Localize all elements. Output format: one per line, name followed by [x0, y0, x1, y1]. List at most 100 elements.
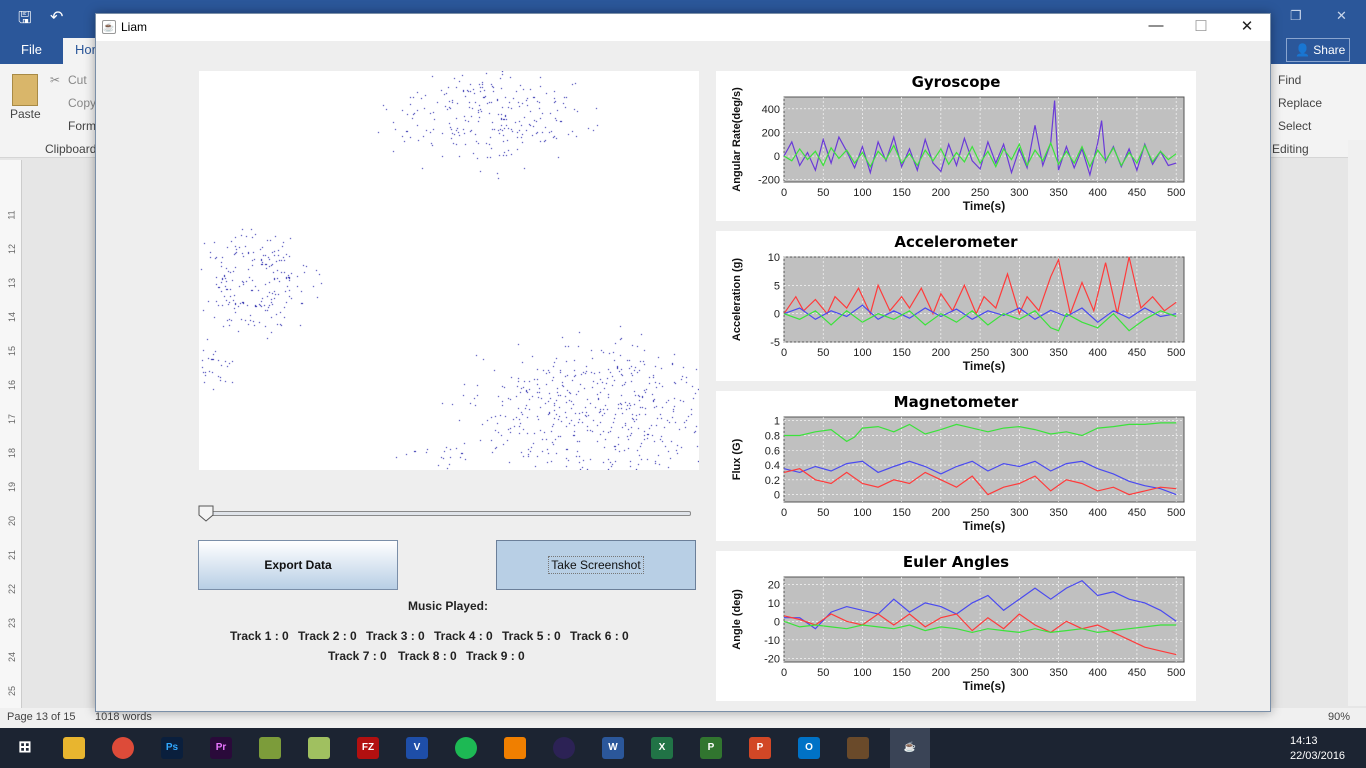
maximize-button[interactable]: ☐ [1194, 18, 1208, 35]
game-icon[interactable] [847, 737, 869, 759]
x-tick-label: 250 [971, 347, 989, 359]
ruler-number: 13 [7, 277, 18, 289]
track-label: Track 1 : 0 [230, 629, 289, 643]
cut-icon[interactable]: ✂ [50, 73, 61, 87]
ruler-number: 18 [7, 447, 18, 459]
slider-thumb[interactable] [198, 505, 214, 522]
x-tick-label: 0 [781, 187, 787, 199]
taskbar: ⊞ Ps Pr FZ V W X P P O ☕ 14:13 22/03/201… [0, 728, 1366, 768]
track-label: Track 6 : 0 [570, 629, 629, 643]
x-tick-label: 300 [1010, 347, 1028, 359]
zoom-level[interactable]: 90% [1328, 711, 1351, 723]
x-tick-label: 500 [1167, 507, 1185, 519]
format-painter-button[interactable]: Form [68, 119, 96, 133]
plot-area [783, 256, 1185, 343]
minimize-button[interactable]: — [1148, 17, 1164, 34]
eclipse-icon[interactable] [553, 737, 575, 759]
y-tick-label: 200 [762, 127, 780, 139]
x-tick-label: 200 [932, 347, 950, 359]
x-tick-label: 400 [1089, 507, 1107, 519]
series-line [784, 579, 1177, 630]
save-icon[interactable]: 🖫 [18, 10, 32, 27]
windows-start-icon[interactable]: ⊞ [18, 739, 32, 756]
paste-icon[interactable] [12, 74, 38, 106]
undo-icon[interactable]: ↶ [50, 9, 64, 26]
premiere-icon[interactable]: Pr [210, 737, 232, 759]
track-label: Track 4 : 0 [434, 629, 493, 643]
java-app-icon[interactable]: ☕ [890, 728, 930, 768]
ruler-number: 15 [7, 345, 18, 357]
find-button[interactable]: Find [1278, 73, 1302, 87]
notepad-icon[interactable] [259, 737, 281, 759]
clipboard-group-label: Clipboard [45, 142, 97, 156]
x-tick-label: 300 [1010, 187, 1028, 199]
vlc-icon[interactable] [504, 737, 526, 759]
select-button[interactable]: Select [1278, 119, 1312, 133]
x-axis-label: Time(s) [963, 519, 1005, 533]
visual-studio-icon[interactable]: V [406, 737, 428, 759]
y-tick-label: 0.4 [765, 460, 780, 472]
y-tick-label: 10 [768, 598, 780, 610]
ruler-number: 25 [7, 685, 18, 697]
clock-date[interactable]: 22/03/2016 [1290, 750, 1346, 762]
y-tick-label: 20 [768, 579, 780, 591]
y-tick-label: 10 [768, 252, 780, 264]
word-status-bar: Page 13 of 15 1018 words 90% [0, 708, 1366, 728]
share-button[interactable]: 👤 Share [1286, 38, 1350, 62]
close-button[interactable]: ✕ [1240, 18, 1254, 35]
word-restore-icon[interactable]: ❐ [1290, 8, 1302, 23]
timeline-slider[interactable] [199, 511, 691, 516]
y-tick-label: 0.6 [765, 445, 780, 457]
ruler-number: 24 [7, 651, 18, 663]
visualization-canvas [199, 71, 699, 470]
x-tick-label: 450 [1128, 507, 1146, 519]
spotify-icon[interactable] [455, 737, 477, 759]
x-tick-label: 500 [1167, 187, 1185, 199]
x-tick-label: 250 [971, 507, 989, 519]
excel-icon[interactable]: X [651, 737, 673, 759]
music-played-label: Music Played: [407, 599, 489, 613]
x-tick-label: 500 [1167, 667, 1185, 679]
replace-button[interactable]: Replace [1278, 96, 1323, 110]
powerpoint-icon[interactable]: P [749, 737, 771, 759]
file-explorer-icon[interactable] [63, 737, 85, 759]
track-label: Track 2 : 0 [298, 629, 357, 643]
x-tick-label: 400 [1089, 347, 1107, 359]
x-tick-label: 450 [1128, 347, 1146, 359]
ruler-number: 21 [7, 549, 18, 561]
chart-title: Magnetometer [894, 393, 1019, 411]
cut-button[interactable]: Cut [68, 73, 87, 87]
x-tick-label: 400 [1089, 667, 1107, 679]
page-count[interactable]: Page 13 of 15 [7, 711, 76, 723]
copy-button[interactable]: Copy [68, 96, 97, 110]
vertical-ruler: 11 12 13 14 15 16 17 18 19 20 21 22 23 24 25 [0, 160, 22, 708]
photoshop-icon[interactable]: Ps [161, 737, 183, 759]
x-tick-label: 0 [781, 667, 787, 679]
chrome-icon[interactable] [112, 737, 134, 759]
export-data-button[interactable]: Export Data [198, 540, 398, 590]
word-vertical-scrollbar[interactable] [1348, 140, 1366, 706]
word-close-icon[interactable]: ✕ [1336, 8, 1347, 23]
magnetometer-chart: Magnetometer 0 50 100 150 200 250 300 350 400 450 5… [716, 391, 1196, 541]
y-tick-label: 1 [774, 416, 780, 428]
project-icon[interactable]: P [700, 737, 722, 759]
paste-button[interactable]: Paste [10, 107, 41, 121]
plot-area [783, 96, 1185, 183]
y-tick-label: 0 [774, 151, 780, 163]
clock-time[interactable]: 14:13 [1290, 735, 1318, 747]
outlook-icon[interactable]: O [798, 737, 820, 759]
java-icon: ☕ [102, 20, 116, 34]
gyroscope-chart: Gyroscope 0 50 100 150 200 250 300 350 400 450 500 -… [716, 71, 1196, 221]
y-tick-label: 0.2 [765, 475, 780, 487]
x-tick-label: 50 [817, 667, 829, 679]
word-count[interactable]: 1018 words [95, 711, 152, 723]
chart-title: Accelerometer [894, 233, 1018, 251]
word-icon[interactable]: W [602, 737, 624, 759]
filezilla-icon[interactable]: FZ [357, 737, 379, 759]
y-tick-label: 400 [762, 104, 780, 116]
take-screenshot-button[interactable]: Take Screenshot [496, 540, 696, 590]
ruler-number: 20 [7, 515, 18, 527]
app-icon[interactable] [308, 737, 330, 759]
tab-file[interactable]: File [21, 42, 42, 57]
y-tick-label: -5 [770, 337, 780, 349]
